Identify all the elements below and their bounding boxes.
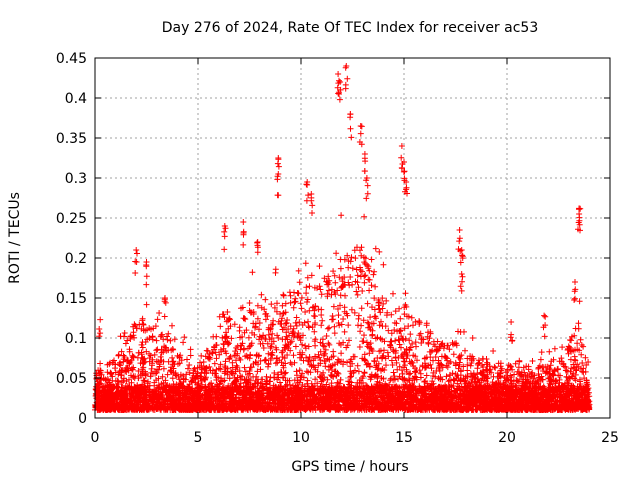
y-tick-label: 0.2 — [65, 251, 87, 267]
y-tick-label: 0.15 — [56, 291, 87, 307]
y-tick-label: 0.45 — [56, 51, 87, 67]
x-tick-label: 10 — [292, 430, 310, 446]
x-tick-label: 0 — [91, 430, 100, 446]
y-tick-label: 0 — [78, 411, 87, 427]
y-tick-label: 0.3 — [65, 171, 87, 187]
y-tick-label: 0.35 — [56, 131, 87, 147]
x-tick-label: 5 — [194, 430, 203, 446]
x-tick-label: 25 — [601, 430, 619, 446]
chart-title: Day 276 of 2024, Rate Of TEC Index for r… — [162, 20, 538, 36]
y-tick-label: 0.1 — [65, 331, 87, 347]
x-tick-label: 20 — [498, 430, 516, 446]
y-tick-label: 0.4 — [65, 91, 87, 107]
y-axis-label: ROTI / TECUs — [7, 192, 23, 284]
x-tick-label: 15 — [395, 430, 413, 446]
axis-ticks: 0 0.05 0.1 0.15 0.2 0.25 0.3 0.35 0.4 0.45 0 5 10 15 2… — [56, 51, 619, 446]
data-points — [92, 63, 593, 413]
x-axis-label: GPS time / hours — [291, 459, 408, 475]
scatter-markers — [92, 63, 593, 413]
y-tick-label: 0.25 — [56, 211, 87, 227]
plot-frame — [94, 57, 611, 419]
y-tick-label: 0.05 — [56, 371, 87, 387]
